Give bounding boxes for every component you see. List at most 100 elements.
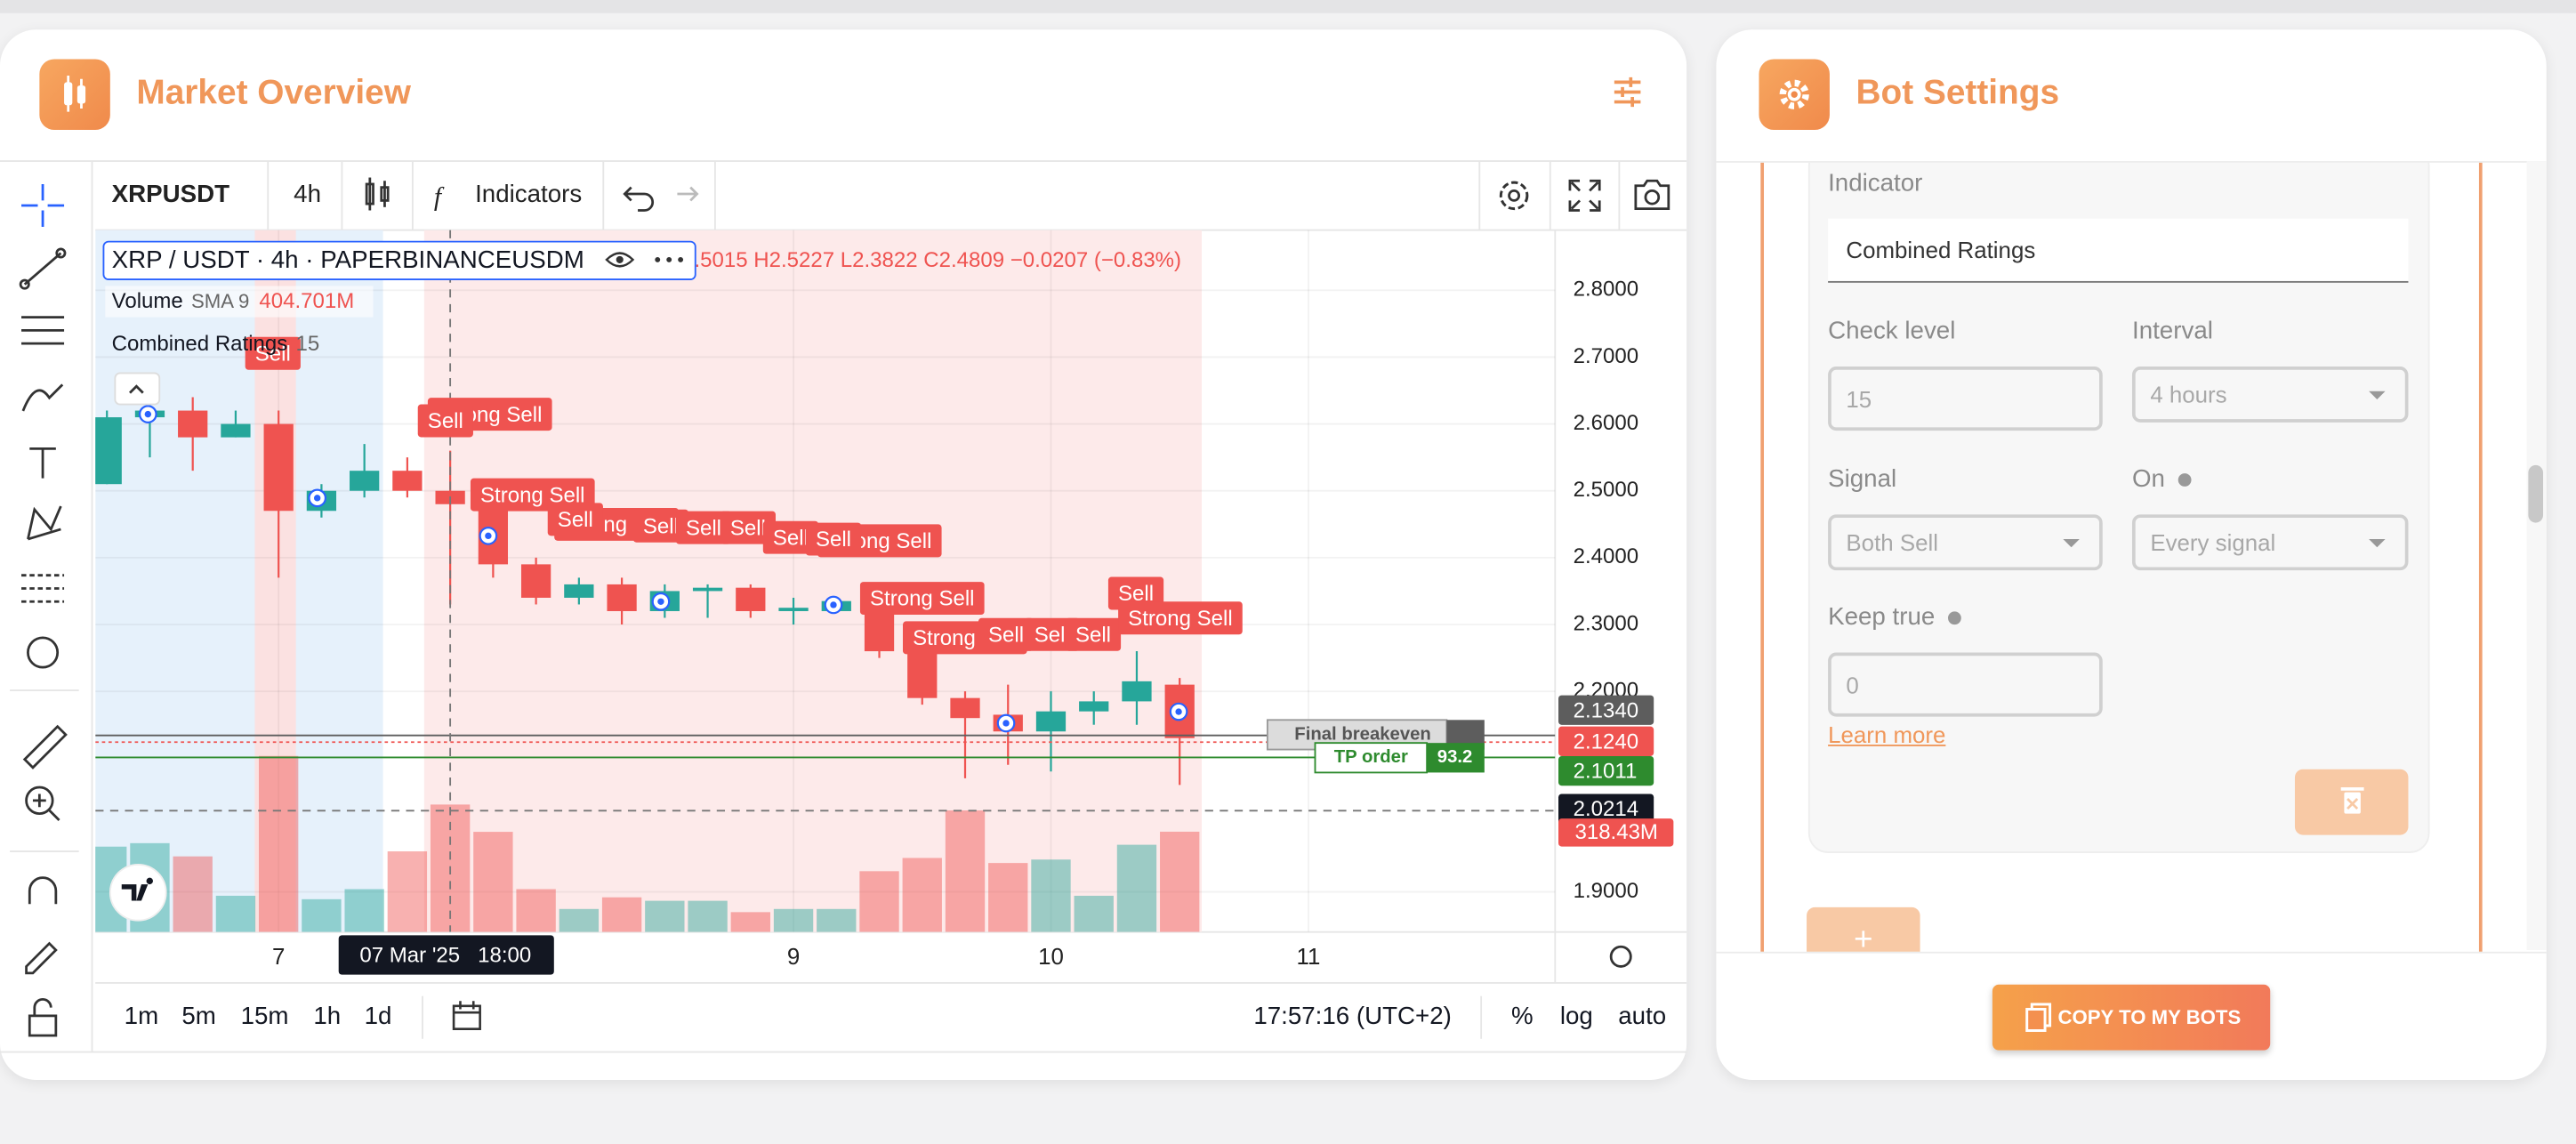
select-value: 4 hours <box>2150 381 2227 408</box>
filter-icon[interactable] <box>1611 76 1644 109</box>
indicators-button[interactable]: Indicators <box>475 180 582 207</box>
emoji-tool[interactable] <box>27 636 60 669</box>
signal-label: Sell <box>417 404 473 438</box>
scroll-area: Indicator Combined Ratings Check level I… <box>1760 162 2483 952</box>
check-level-input[interactable]: 15 <box>1828 367 2103 431</box>
auto-toggle[interactable]: auto <box>1618 1002 1666 1029</box>
zoom-tool[interactable] <box>25 785 54 815</box>
candle-body <box>778 608 809 611</box>
signal-label-text: Sell <box>816 528 851 552</box>
volume-bar <box>302 898 342 932</box>
on-select[interactable]: Every signal <box>2131 514 2409 571</box>
signal-label: Sell <box>632 509 689 543</box>
candle-body <box>263 423 294 512</box>
toolbar-group-separators <box>10 689 79 853</box>
signal-label-bg <box>547 503 603 536</box>
legend-param: 15 <box>296 332 320 356</box>
calendar-icon[interactable] <box>452 1001 481 1030</box>
field-label: Check level <box>1828 317 1956 346</box>
percent-toggle[interactable]: % <box>1511 1002 1534 1029</box>
log-toggle[interactable]: log <box>1560 1002 1593 1029</box>
symbol[interactable]: XRPUSDT <box>112 180 229 207</box>
signal-label: Sell <box>675 511 732 544</box>
tool-dot <box>55 247 67 259</box>
volume-bar <box>730 912 770 932</box>
crosshair-time-bg <box>338 935 554 975</box>
y-tick-label: 2.8000 <box>1574 278 1638 302</box>
text-tool[interactable] <box>29 447 56 479</box>
x-tick-label: 9 <box>787 945 800 970</box>
input-value: 15 <box>1846 385 1872 412</box>
info-icon[interactable] <box>2178 473 2192 487</box>
range-button[interactable]: 15m <box>241 1002 289 1029</box>
signal-label-text: Sell <box>1075 623 1111 647</box>
legend-name: Combined Ratings <box>112 332 288 356</box>
camera-icon[interactable] <box>1634 179 1670 211</box>
ruler-tool[interactable] <box>22 724 68 769</box>
redo-icon[interactable] <box>677 186 699 202</box>
volume-bar <box>601 897 642 932</box>
collapse-arrow <box>129 384 144 394</box>
toolbar-separators <box>267 161 1621 1039</box>
signal-select[interactable]: Both Sell <box>1828 514 2103 571</box>
price-label: 2.1011 <box>1574 760 1638 784</box>
volume-legend-bg <box>105 286 374 318</box>
input-value: Combined Ratings <box>1846 237 2036 263</box>
signal-marker-dot <box>485 532 492 540</box>
lock-draw-tool[interactable] <box>25 941 58 975</box>
select-value: Both Sell <box>1846 528 1938 556</box>
field-label: Interval <box>2131 317 2213 346</box>
candle-body <box>520 564 551 598</box>
lock-tool[interactable] <box>28 1014 58 1037</box>
keep-true-input[interactable]: 0 <box>1828 652 2103 717</box>
ohlc-legend: O2.5015 H2.5227 L2.3822 C2.4809 −0.0207 … <box>665 248 1181 272</box>
signal-label-text: Sell <box>1034 623 1070 647</box>
interval[interactable]: 4h <box>294 180 321 207</box>
signal-label-bg <box>417 404 473 438</box>
pattern-tool[interactable] <box>27 505 62 541</box>
candle-body <box>1079 701 1109 712</box>
volume-bar <box>559 908 600 932</box>
label-text: Keep true <box>1828 603 1936 632</box>
price-label-bg <box>1558 695 1654 725</box>
y-tick-label: 1.9000 <box>1574 879 1638 903</box>
learn-more-link[interactable]: Learn more <box>1828 721 1946 748</box>
volume-bar <box>945 810 986 932</box>
scroll-thumb[interactable] <box>2528 464 2544 523</box>
tp-value: 93.2 <box>1437 747 1473 767</box>
prediction-tool[interactable] <box>21 574 65 603</box>
signal-label: Strong Sell <box>1118 601 1243 635</box>
candle-body <box>564 584 594 598</box>
range-button[interactable]: 1h <box>313 1002 341 1029</box>
crosshair-tool[interactable] <box>21 183 65 227</box>
signal-label-text: Sell <box>730 516 766 540</box>
volume-bar <box>1031 859 1071 932</box>
range-button[interactable]: 1d <box>365 1002 392 1029</box>
x-tick-label: 10 <box>1038 945 1064 970</box>
fx-icon: f <box>434 182 445 211</box>
interval-select[interactable]: 4 hours <box>2131 367 2409 423</box>
info-icon[interactable] <box>1948 611 1962 625</box>
trendline-tool[interactable] <box>23 252 62 286</box>
candle-type-icon[interactable] <box>365 177 390 211</box>
settings-icon[interactable] <box>1499 181 1529 211</box>
copy-button[interactable]: COPY TO MY BOTS <box>1992 984 2271 1051</box>
range-button[interactable]: 1m <box>125 1002 158 1029</box>
brush-tool[interactable] <box>21 383 64 412</box>
indicator-input[interactable]: Combined Ratings <box>1828 218 2409 283</box>
legend-param: SMA 9 <box>191 290 249 312</box>
signal-label-text: Strong Sell <box>870 587 974 611</box>
field-label: Indicator <box>1828 169 1923 197</box>
undo-icon[interactable] <box>623 186 655 212</box>
delete-button[interactable] <box>2294 769 2409 835</box>
scrollbar <box>2526 161 2547 950</box>
sun-icon[interactable] <box>1609 945 1632 968</box>
signal-label: Sell <box>978 617 1034 651</box>
fullscreen-icon[interactable] <box>1568 179 1601 212</box>
volume-bar <box>902 858 942 932</box>
add-button[interactable]: + <box>1807 906 1920 952</box>
fib-tool[interactable] <box>21 316 65 345</box>
range-button[interactable]: 5m <box>181 1002 215 1029</box>
magnet-tool[interactable] <box>28 876 58 905</box>
